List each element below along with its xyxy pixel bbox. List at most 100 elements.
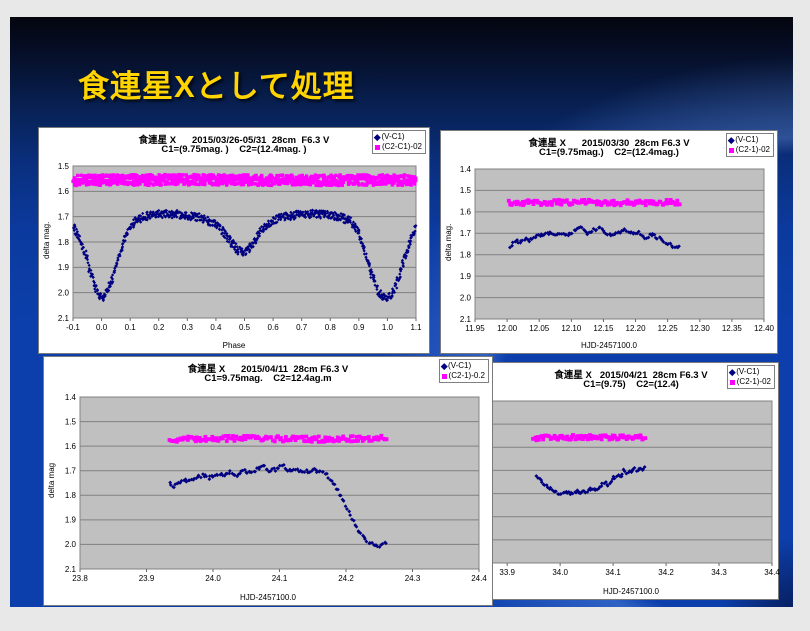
svg-text:12.05: 12.05 — [529, 324, 550, 333]
svg-text:24.0: 24.0 — [205, 574, 221, 583]
chart-title-line2: C1=(9.75mag. ) C2=(12.4mag. ) — [39, 144, 429, 155]
svg-text:1.7: 1.7 — [65, 467, 77, 476]
svg-text:0.7: 0.7 — [296, 323, 308, 332]
svg-text:0.5: 0.5 — [239, 323, 251, 332]
legend-square-icon — [730, 380, 735, 385]
light-curve-plot: 1.5 1.6 1.7 1.8 1.9 2.0 2.1-0.1 0.0 0.1 0.2 0.3 0.4… — [41, 158, 429, 336]
svg-text:0.6: 0.6 — [268, 323, 280, 332]
legend-label: (C2-1)-0.2 — [449, 371, 485, 381]
svg-text:23.8: 23.8 — [72, 574, 88, 583]
svg-text:34.3: 34.3 — [711, 568, 727, 577]
chart-window-night-0421: 食連星 X 2015/04/21 28cm F6.3 V C1=(9.75) C… — [483, 362, 779, 600]
legend-diamond-icon — [729, 369, 735, 375]
svg-text:1.6: 1.6 — [58, 187, 70, 196]
svg-text:1.7: 1.7 — [460, 229, 472, 238]
x-axis-title: Phase — [39, 341, 429, 350]
svg-text:12.25: 12.25 — [658, 324, 679, 333]
svg-text:2.0: 2.0 — [58, 288, 70, 297]
legend-item: (C2-1)-02 — [729, 145, 770, 155]
svg-text:2.0: 2.0 — [65, 540, 77, 549]
x-axis-title: HJD-2457100.0 — [441, 341, 777, 350]
legend-item: (V-C1) — [730, 367, 771, 377]
light-curve-plot: 1.4 1.5 1.6 1.7 1.8 1.9 2.0 2.123.8 23.9 24.0 24.1… — [46, 389, 492, 587]
svg-text:34.2: 34.2 — [658, 568, 674, 577]
svg-text:24.2: 24.2 — [338, 574, 354, 583]
svg-text:1.9: 1.9 — [58, 263, 70, 272]
svg-text:1.6: 1.6 — [65, 442, 77, 451]
chart-window-night-0330: 食連星 X 2015/03/30 28cm F6.3 V C1=(9.75mag… — [440, 130, 778, 354]
svg-text:33.9: 33.9 — [499, 568, 515, 577]
svg-text:1.0: 1.0 — [382, 323, 394, 332]
svg-text:24.3: 24.3 — [405, 574, 421, 583]
legend-item: (V-C1) — [442, 361, 485, 371]
legend-diamond-icon — [374, 134, 380, 140]
light-curve-plot: 33.9 34.0 34.1 34.2 34.3 34.4 — [484, 393, 780, 581]
svg-text:1.5: 1.5 — [58, 162, 70, 171]
svg-text:34.0: 34.0 — [552, 568, 568, 577]
svg-text:1.8: 1.8 — [58, 238, 70, 247]
legend-item: (C2-1)-02 — [730, 377, 771, 387]
svg-text:0.3: 0.3 — [182, 323, 194, 332]
svg-text:2.1: 2.1 — [58, 314, 70, 323]
svg-text:24.4: 24.4 — [471, 574, 487, 583]
svg-text:1.9: 1.9 — [65, 516, 77, 525]
svg-text:2.1: 2.1 — [65, 565, 77, 574]
legend-label: (C2-C1)-02 — [382, 142, 422, 152]
svg-text:12.35: 12.35 — [722, 324, 743, 333]
svg-text:12.15: 12.15 — [593, 324, 614, 333]
chart-title-line2: C1=9.75mag. C2=12.4ag.m — [44, 373, 492, 384]
legend-label: (V-C1) — [448, 361, 471, 371]
legend-diamond-icon — [728, 137, 734, 143]
svg-text:1.5: 1.5 — [65, 417, 77, 426]
light-curve-plot: 1.4 1.5 1.6 1.7 1.8 1.9 2.0 2.111.95 12.00 12.05 1… — [443, 161, 777, 337]
legend-square-icon — [729, 148, 734, 153]
legend-item: (C2-C1)-02 — [375, 142, 422, 152]
legend-label: (C2-1)-02 — [737, 377, 771, 387]
legend-label: (V-C1) — [735, 135, 758, 145]
chart-legend: (V-C1) (C2-C1)-02 — [372, 130, 426, 154]
legend-square-icon — [375, 145, 380, 150]
svg-text:1.9: 1.9 — [460, 272, 472, 281]
legend-label: (V-C1) — [736, 367, 759, 377]
page-background: 食連星Xとして処理 食連星 X 2015/03/26-05/31 28cm F6… — [0, 0, 810, 631]
svg-text:12.00: 12.00 — [497, 324, 518, 333]
svg-text:12.30: 12.30 — [690, 324, 711, 333]
chart-window-phase-curve: 食連星 X 2015/03/26-05/31 28cm F6.3 V C1=(9… — [38, 127, 430, 354]
x-axis-title: HJD-2457100.0 — [44, 593, 492, 602]
svg-text:0.4: 0.4 — [210, 323, 222, 332]
svg-text:23.9: 23.9 — [139, 574, 155, 583]
svg-text:12.20: 12.20 — [626, 324, 647, 333]
x-axis-title: HJD-2457100.0 — [484, 587, 778, 596]
svg-text:1.4: 1.4 — [460, 165, 472, 174]
svg-text:12.40: 12.40 — [754, 324, 775, 333]
legend-item: (V-C1) — [729, 135, 770, 145]
svg-text:1.8: 1.8 — [65, 491, 77, 500]
svg-text:1.4: 1.4 — [65, 393, 77, 402]
svg-text:34.4: 34.4 — [764, 568, 780, 577]
slide: 食連星Xとして処理 食連星 X 2015/03/26-05/31 28cm F6… — [10, 17, 793, 607]
svg-text:11.95: 11.95 — [465, 324, 485, 333]
svg-text:1.5: 1.5 — [460, 186, 472, 195]
chart-legend: (V-C1) (C2-1)-0.2 — [439, 359, 489, 383]
legend-diamond-icon — [441, 363, 447, 369]
legend-item: (C2-1)-0.2 — [442, 371, 485, 381]
svg-text:1.8: 1.8 — [460, 251, 472, 260]
svg-text:2.1: 2.1 — [460, 315, 472, 324]
svg-text:2.0: 2.0 — [460, 293, 472, 302]
legend-square-icon — [442, 374, 447, 379]
svg-text:12.10: 12.10 — [561, 324, 582, 333]
legend-item: (V-C1) — [375, 132, 422, 142]
svg-text:0.2: 0.2 — [153, 323, 165, 332]
chart-window-night-0411: 食連星 X 2015/04/11 28cm F6.3 V C1=9.75mag.… — [43, 356, 493, 606]
svg-text:24.1: 24.1 — [272, 574, 288, 583]
chart-legend: (V-C1) (C2-1)-02 — [726, 133, 774, 157]
svg-text:1.7: 1.7 — [58, 212, 70, 221]
svg-text:1.1: 1.1 — [410, 323, 422, 332]
svg-text:0.0: 0.0 — [96, 323, 108, 332]
svg-text:0.1: 0.1 — [125, 323, 137, 332]
slide-title: 食連星Xとして処理 — [78, 61, 355, 106]
svg-text:34.1: 34.1 — [605, 568, 621, 577]
legend-label: (C2-1)-02 — [736, 145, 770, 155]
svg-text:0.9: 0.9 — [353, 323, 365, 332]
legend-label: (V-C1) — [381, 132, 404, 142]
